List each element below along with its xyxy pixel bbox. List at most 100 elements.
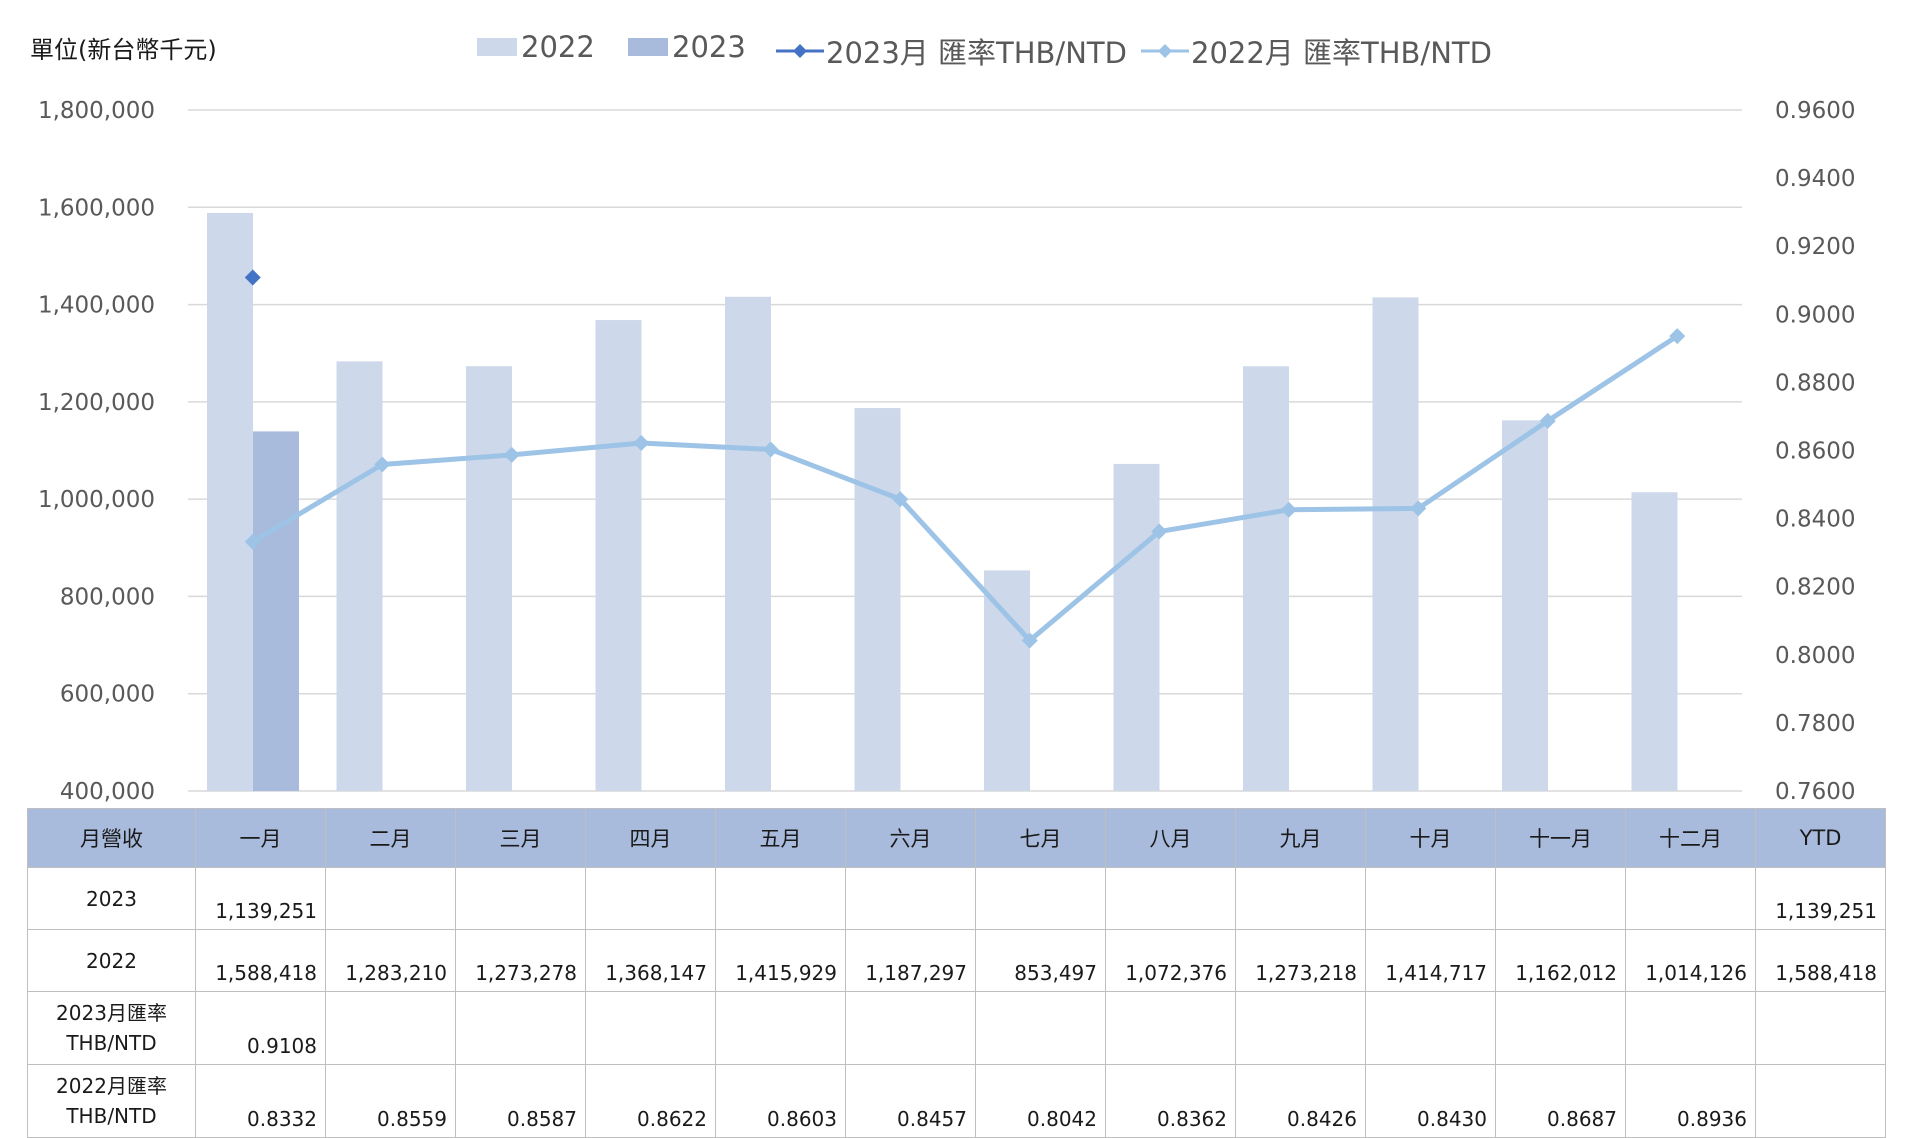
data-table: 月營收 一月 二月 三月 四月 五月 六月 七月 八月 九月 十月 十一月 十二月 YTD 2023 1,13… — [27, 808, 1886, 1138]
table-cell: 0.8042 — [975, 1064, 1106, 1138]
table-cell: 0.8426 — [1235, 1064, 1366, 1138]
table-cell: 0.8603 — [715, 1064, 846, 1138]
left-axis-tick-label: 1,200,000 — [38, 390, 155, 416]
rate-2022-point — [762, 441, 779, 458]
bar-2022 — [1113, 463, 1160, 791]
table-cell — [1495, 991, 1626, 1065]
legend-label-2023-rate: 2023月 匯率THB/NTD — [826, 36, 1127, 70]
bar-2022 — [725, 296, 771, 791]
table-header-cell: 十一月 — [1495, 808, 1626, 868]
left-axis-tick-label: 600,000 — [60, 682, 155, 708]
left-axis-tick-label: 800,000 — [60, 584, 155, 610]
legend-swatch-2023-rate — [776, 44, 824, 58]
table-cell: 0.8332 — [195, 1064, 326, 1138]
bar-2022 — [466, 366, 512, 791]
table-cell: 0.9108 — [195, 991, 326, 1065]
table-cell: 0.8622 — [585, 1064, 716, 1138]
right-axis-tick-label: 0.7800 — [1775, 711, 1855, 737]
table-header-cell: 七月 — [975, 808, 1106, 868]
table-cell — [585, 867, 716, 930]
right-axis-tick-label: 0.9400 — [1775, 166, 1855, 192]
table-cell — [1625, 867, 1756, 930]
right-axis-tick-label: 0.8200 — [1775, 575, 1855, 601]
left-axis-tick-label: 400,000 — [60, 779, 155, 805]
right-axis-tick-label: 0.7600 — [1775, 779, 1855, 805]
table-header-cell: 四月 — [585, 808, 716, 868]
table-cell: 1,415,929 — [715, 929, 846, 992]
table-cell: 853,497 — [975, 929, 1106, 992]
table-header-cell: YTD — [1755, 808, 1886, 868]
legend: 2022 2023 2023月 匯率THB/NTD 2022月 匯率THB/NT… — [0, 30, 1908, 70]
table-cell — [845, 991, 976, 1065]
table-cell: 1,139,251 — [195, 867, 326, 930]
right-axis-tick-label: 0.8800 — [1775, 370, 1855, 396]
table-cell — [1235, 867, 1366, 930]
table-header-row: 月營收 一月 二月 三月 四月 五月 六月 七月 八月 九月 十月 十一月 十二月 YTD — [27, 808, 1886, 868]
right-axis-tick-label: 0.9200 — [1775, 234, 1855, 260]
bar-2022 — [595, 320, 642, 791]
table-cell: 1,072,376 — [1105, 929, 1236, 992]
unit-label: 單位(新台幣千元) — [30, 36, 217, 64]
table-cell — [325, 991, 456, 1065]
table-cell: 1,187,297 — [845, 929, 976, 992]
bar-2022 — [1243, 366, 1289, 791]
table-cell: 1,283,210 — [325, 929, 456, 992]
table-cell — [975, 991, 1106, 1065]
table-cell: 1,014,126 — [1625, 929, 1756, 992]
rate-2022-point — [892, 491, 909, 508]
table-cell — [1755, 1064, 1886, 1138]
table-row: 2023 1,139,251 1,139,251 — [27, 867, 1886, 930]
right-axis-tick-label: 0.9000 — [1775, 302, 1855, 328]
bar-2022 — [1372, 297, 1419, 791]
table-cell: 0.8362 — [1105, 1064, 1236, 1138]
legend-item-2022-rate: 2022月 匯率THB/NTD — [1141, 30, 1492, 72]
bar-2023 — [253, 431, 299, 791]
table-cell — [1235, 991, 1366, 1065]
table-cell: 0.8457 — [845, 1064, 976, 1138]
table-cell — [715, 991, 846, 1065]
table-cell: 0.8587 — [455, 1064, 586, 1138]
table-row: 2022月匯率 THB/NTD 0.8332 0.8559 0.8587 0.8622 0.… — [27, 1064, 1886, 1138]
legend-item-2022: 2022 — [477, 30, 595, 64]
table-cell — [455, 991, 586, 1065]
rate-2022-point — [1669, 328, 1686, 345]
table-header-cell: 十月 — [1365, 808, 1496, 868]
legend-label-2022-rate: 2022月 匯率THB/NTD — [1191, 36, 1492, 70]
table-cell: 0.8430 — [1365, 1064, 1496, 1138]
table-header-cell: 六月 — [845, 808, 976, 868]
rate-2022-point — [1021, 632, 1038, 649]
table-cell: 0.8559 — [325, 1064, 456, 1138]
legend-item-2023: 2023 — [628, 30, 746, 64]
table-header-cell: 五月 — [715, 808, 846, 868]
legend-swatch-2023 — [628, 38, 668, 56]
right-axis-tick-label: 0.9600 — [1775, 98, 1855, 124]
table-row: 2023月匯率 THB/NTD 0.9108 — [27, 991, 1886, 1065]
table-cell: 0.8936 — [1625, 1064, 1756, 1138]
table-cell: 1,368,147 — [585, 929, 716, 992]
table-cell: 0.8687 — [1495, 1064, 1626, 1138]
table-header-cell: 月營收 — [27, 808, 196, 868]
table-row: 2022 1,588,418 1,283,210 1,273,278 1,368,147… — [27, 929, 1886, 992]
table-cell: 1,414,717 — [1365, 929, 1496, 992]
right-axis-tick-label: 0.8000 — [1775, 643, 1855, 669]
table-row-label: 2022 — [27, 929, 196, 992]
table-header-cell: 三月 — [455, 808, 586, 868]
table-header-cell: 九月 — [1235, 808, 1366, 868]
right-axis-tick-label: 0.8400 — [1775, 507, 1855, 533]
legend-swatch-2022-rate — [1141, 44, 1189, 58]
table-header-cell: 八月 — [1105, 808, 1236, 868]
bar-2022 — [207, 212, 253, 791]
left-axis-tick-label: 1,800,000 — [38, 98, 155, 124]
table-cell — [1755, 991, 1886, 1065]
legend-label-2022: 2022 — [521, 30, 595, 64]
rate-2022-point — [1151, 523, 1168, 540]
rate-2023-point — [244, 269, 261, 286]
rate-2022-point — [503, 446, 520, 463]
bar-2022 — [336, 361, 383, 791]
table-header-cell: 一月 — [195, 808, 326, 868]
table-cell: 1,588,418 — [195, 929, 326, 992]
table-cell — [325, 867, 456, 930]
table-cell — [455, 867, 586, 930]
table-cell — [1625, 991, 1756, 1065]
legend-label-2023: 2023 — [672, 30, 746, 64]
